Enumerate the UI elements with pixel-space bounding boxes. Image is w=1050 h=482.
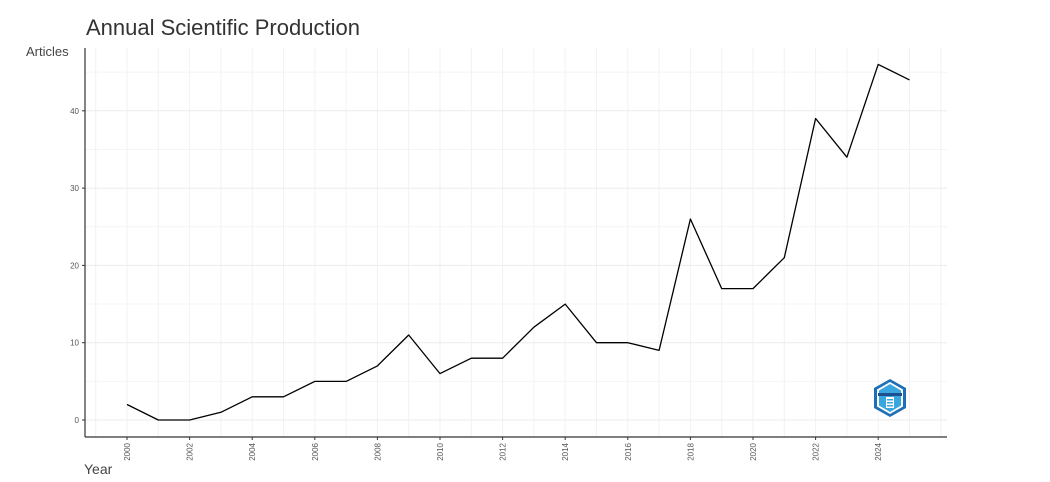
x-tick-label: 2012 [499, 442, 508, 460]
x-tick-label: 2024 [874, 442, 883, 460]
x-tick-label: 2018 [686, 442, 695, 460]
data-series-line [126, 63, 910, 421]
x-axis-label: Year [84, 461, 113, 477]
x-tick-label: 2008 [373, 442, 382, 460]
bibliometrix-logo-icon [872, 378, 908, 418]
chart-title: Annual Scientific Production [86, 15, 360, 40]
x-tick-label: 2000 [123, 442, 132, 460]
y-tick-label: 10 [70, 339, 79, 348]
y-tick-label: 40 [70, 107, 79, 116]
y-tick-label: 30 [70, 184, 79, 193]
x-tick-label: 2022 [812, 442, 821, 460]
x-tick-label: 2006 [311, 442, 320, 460]
x-tick-label: 2020 [749, 442, 758, 460]
y-tick-label: 0 [75, 416, 80, 425]
x-tick-label: 2004 [248, 442, 257, 460]
x-tick-label: 2010 [436, 442, 445, 460]
y-axis-label: Articles [26, 44, 69, 59]
x-tick-label: 2002 [186, 442, 195, 460]
x-tick-label: 2014 [561, 442, 570, 460]
x-tick-label: 2016 [624, 442, 633, 460]
y-tick-label: 20 [70, 261, 79, 270]
